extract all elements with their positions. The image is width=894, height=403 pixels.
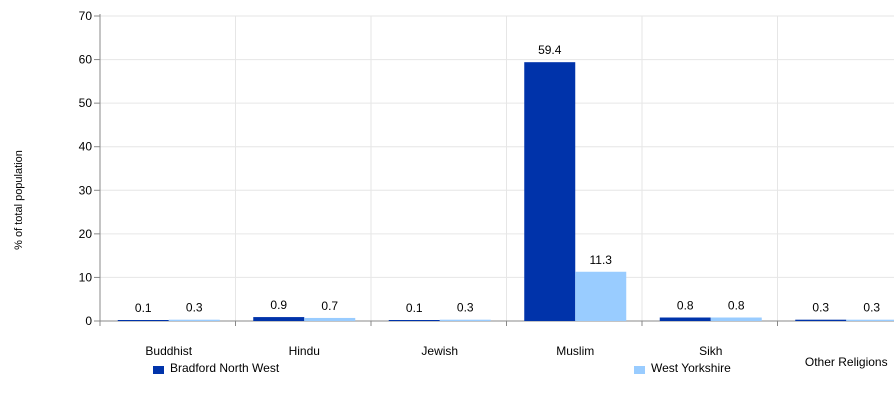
bar — [710, 317, 762, 321]
legend-label: West Yorkshire — [651, 361, 731, 375]
bar — [846, 319, 894, 321]
data-label: 0.8 — [677, 299, 694, 313]
legend-item-bradford-north-west: Bradford North West — [153, 361, 279, 375]
y-tick-label: 50 — [79, 96, 93, 110]
x-tick-label: Muslim — [556, 344, 594, 358]
y-tick-label: 30 — [79, 183, 93, 197]
bar — [388, 320, 440, 321]
y-tick-label: 70 — [79, 9, 93, 23]
grid-lines — [100, 15, 894, 321]
legend-item-west-yorkshire: West Yorkshire — [634, 361, 731, 375]
data-label: 0.7 — [321, 299, 338, 313]
bar — [253, 317, 305, 321]
x-tick-label: Sikh — [699, 344, 722, 358]
legend-swatch — [153, 366, 164, 374]
bar — [795, 319, 847, 321]
data-label: 0.3 — [457, 301, 474, 315]
y-tick-label: 10 — [79, 270, 93, 284]
legend-label: Bradford North West — [170, 361, 280, 375]
bar — [439, 319, 491, 321]
labels: 0 10 20 30 40 50 60 70 Buddhist Hindu Jewish Muslim… — [79, 9, 888, 369]
data-label: 0.9 — [270, 298, 287, 312]
data-label: 0.3 — [186, 301, 203, 315]
bar — [117, 320, 169, 321]
bars — [117, 62, 894, 321]
data-label: 0.3 — [863, 301, 880, 315]
legend-swatch — [634, 366, 645, 374]
data-label: 0.8 — [728, 299, 745, 313]
data-label: 0.3 — [812, 301, 829, 315]
y-tick-label: 40 — [79, 140, 93, 154]
data-label: 59.4 — [538, 43, 562, 57]
bar — [304, 317, 356, 321]
bar — [168, 319, 220, 321]
data-label: 0.1 — [406, 301, 423, 315]
y-tick-label: 20 — [79, 227, 93, 241]
y-axis-title: % of total population — [13, 150, 25, 250]
axes — [94, 14, 894, 326]
bar — [575, 271, 627, 321]
data-label: 0.1 — [135, 301, 152, 315]
x-tick-label: Other Religions — [805, 355, 888, 369]
bar — [524, 62, 576, 321]
x-tick-label: Jewish — [421, 344, 458, 358]
x-tick-label: Buddhist — [145, 344, 192, 358]
y-tick-label: 60 — [79, 53, 93, 67]
x-tick-label: Hindu — [289, 344, 320, 358]
data-label: 11.3 — [590, 253, 613, 267]
y-tick-label: 0 — [85, 314, 92, 328]
bar — [659, 317, 711, 321]
